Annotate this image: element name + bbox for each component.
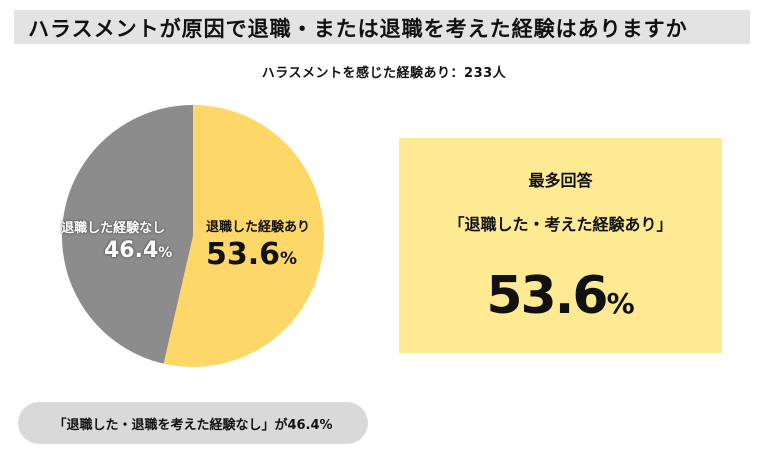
slice-label-no: 退職した経験なし 46.4% <box>54 217 172 263</box>
slice-name-no: 退職した経験なし <box>61 221 166 236</box>
slice-name-yes: 退職した経験あり <box>206 220 311 235</box>
callout-subheading: 「退職した・考えた経験あり」 <box>448 215 673 234</box>
callout-heading: 最多回答 <box>528 171 593 190</box>
slice-pct-no: % <box>158 245 173 261</box>
slice-value-yes: 53.6 <box>206 237 281 272</box>
slice-value-no: 46.4 <box>104 238 159 263</box>
note-pill: 「退職した・退職を考えた経験なし」が46.4% <box>18 402 368 444</box>
callout-box: 最多回答 「退職した・考えた経験あり」 53.6% <box>399 138 722 353</box>
callout-number: 53.6 <box>486 266 608 326</box>
callout-pct: % <box>606 287 635 320</box>
pie-slice-yes <box>163 105 325 367</box>
note-pill-text: 「退職した・退職を考えた経験なし」が46.4% <box>53 418 333 433</box>
callout-value: 53.6% <box>399 266 722 326</box>
slice-pct-yes: % <box>280 249 298 269</box>
pie-slice-no <box>61 105 193 364</box>
chart-subtitle: ハラスメントを感じた経験あり：233人 <box>261 66 507 81</box>
title-bar <box>14 10 750 44</box>
chart-title: ハラスメントが原因で退職・または退職を考えた経験はありますか <box>28 17 688 41</box>
slice-label-yes: 退職した経験あり 53.6% <box>206 216 310 272</box>
